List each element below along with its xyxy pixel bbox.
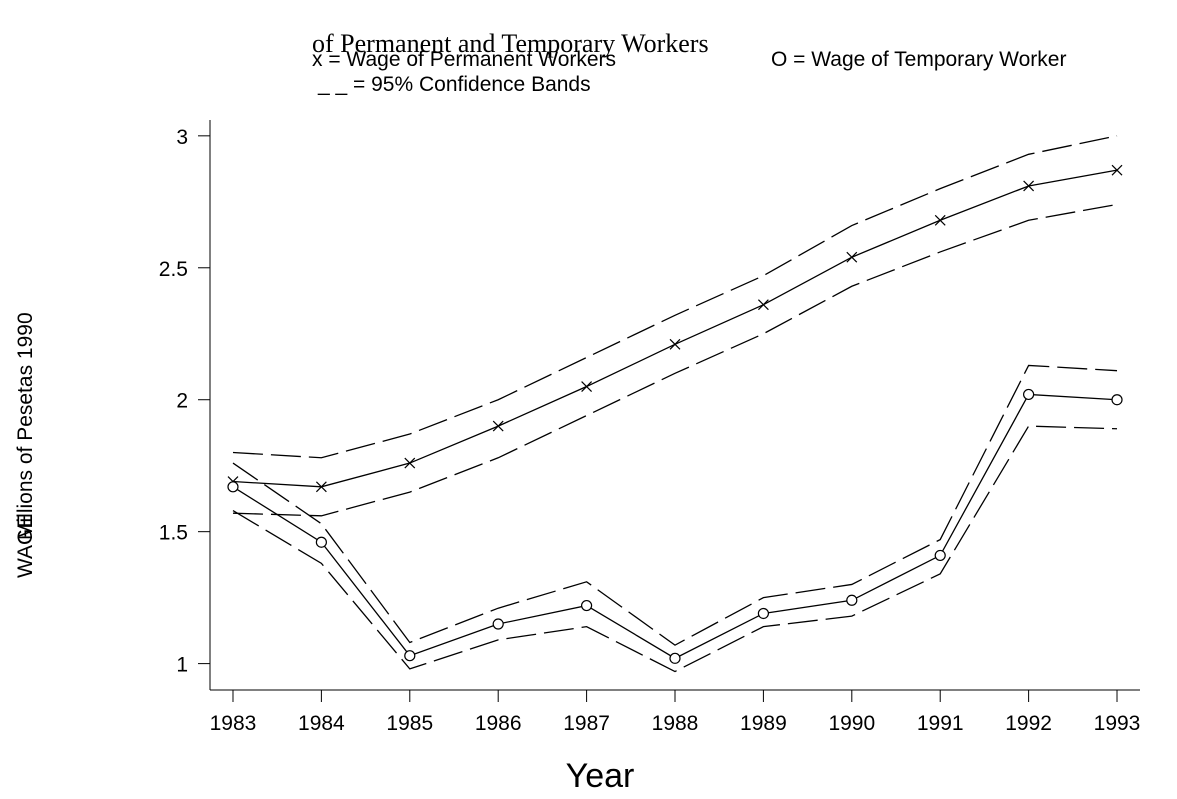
y-axis-label: Millions of Pesetas 1990 (14, 312, 37, 540)
y-axis-label: WAGE (14, 515, 37, 578)
x-tick-label: 1988 (652, 712, 699, 735)
legend-entry: _ _ = 95% Confidence Bands (317, 73, 591, 96)
series-line (232, 393, 1118, 660)
marker-o (846, 594, 858, 606)
marker-o (404, 650, 416, 662)
marker-x (1023, 180, 1035, 192)
y-tick-label: 2.5 (159, 258, 188, 281)
legend-entry: O = Wage of Temporary Worker (771, 48, 1066, 71)
series-line (232, 169, 1118, 488)
x-tick-label: 1991 (917, 712, 964, 735)
marker-o (1023, 388, 1035, 401)
x-tick-label: 1985 (386, 712, 433, 735)
x-axis-label: Year (566, 757, 635, 795)
marker-o (315, 536, 327, 548)
chart-title: of Permanent and Temporary Workers (312, 29, 709, 58)
x-tick-label: 1986 (475, 712, 522, 735)
legend-entry: x = Wage of Permanent Workers (312, 48, 616, 71)
marker-x (846, 251, 858, 263)
marker-o (669, 652, 681, 664)
x-tick-label: 1983 (210, 712, 257, 735)
marker-x (934, 214, 946, 226)
band-line (232, 364, 1118, 646)
marker-x (669, 338, 681, 350)
marker-o (492, 618, 504, 630)
marker-x (581, 381, 593, 392)
marker-x (1111, 164, 1123, 176)
y-tick-label: 2 (176, 390, 188, 413)
marker-o (757, 607, 770, 620)
marker-o (227, 481, 239, 493)
marker-o (580, 599, 593, 612)
band-line (232, 425, 1118, 673)
marker-o (934, 549, 946, 562)
marker-o (1111, 394, 1123, 406)
y-tick-label: 3 (176, 126, 188, 149)
band-line (232, 135, 1118, 459)
x-tick-label: 1984 (298, 712, 345, 735)
y-tick-label: 1 (176, 654, 188, 677)
band-line (232, 203, 1118, 517)
x-tick-label: 1987 (563, 712, 610, 735)
marker-x (492, 420, 504, 432)
marker-x (315, 481, 327, 493)
marker-x (404, 457, 416, 469)
x-tick-label: 1990 (828, 712, 875, 735)
x-tick-label: 1993 (1094, 712, 1141, 735)
x-tick-label: 1989 (740, 712, 787, 735)
y-tick-label: 1.5 (159, 522, 188, 545)
x-tick-label: 1992 (1005, 712, 1052, 735)
marker-x (757, 299, 769, 311)
